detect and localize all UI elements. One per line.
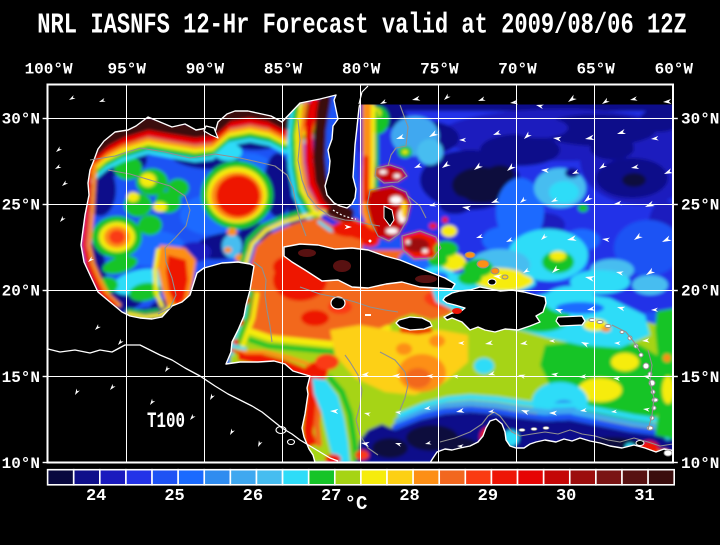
svg-text:25°N: 25°N — [681, 197, 719, 215]
svg-text:70°W: 70°W — [498, 61, 537, 79]
svg-text:24: 24 — [86, 487, 106, 506]
svg-text:25°N: 25°N — [2, 197, 40, 215]
svg-text:90°W: 90°W — [186, 61, 225, 79]
svg-text:20°N: 20°N — [2, 283, 40, 301]
svg-text:80°W: 80°W — [342, 61, 381, 79]
svg-text:29: 29 — [478, 487, 498, 506]
svg-text:26: 26 — [243, 487, 263, 506]
svg-text:60°W: 60°W — [655, 61, 694, 79]
svg-text:NRL IASNFS 12-Hr Forecast val: NRL IASNFS 12-Hr Forecast valid at 2009/… — [37, 9, 686, 42]
svg-text:27: 27 — [321, 487, 341, 506]
svg-text:10°N: 10°N — [2, 455, 40, 473]
svg-text:T100: T100 — [147, 409, 185, 434]
svg-text:30°N: 30°N — [681, 111, 719, 129]
svg-text:28: 28 — [399, 487, 419, 506]
svg-text:85°W: 85°W — [264, 61, 303, 79]
svg-text:75°W: 75°W — [420, 61, 459, 79]
svg-text:°C: °C — [345, 493, 368, 515]
svg-text:10°N: 10°N — [681, 455, 719, 473]
svg-text:30°N: 30°N — [2, 111, 40, 129]
svg-text:65°W: 65°W — [576, 61, 615, 79]
svg-text:100°W: 100°W — [25, 61, 73, 79]
svg-text:31: 31 — [634, 487, 654, 506]
svg-text:15°N: 15°N — [681, 369, 719, 387]
svg-text:30: 30 — [556, 487, 576, 506]
svg-text:20°N: 20°N — [681, 283, 719, 301]
svg-text:15°N: 15°N — [2, 369, 40, 387]
svg-text:25: 25 — [164, 487, 184, 506]
svg-text:95°W: 95°W — [108, 61, 147, 79]
